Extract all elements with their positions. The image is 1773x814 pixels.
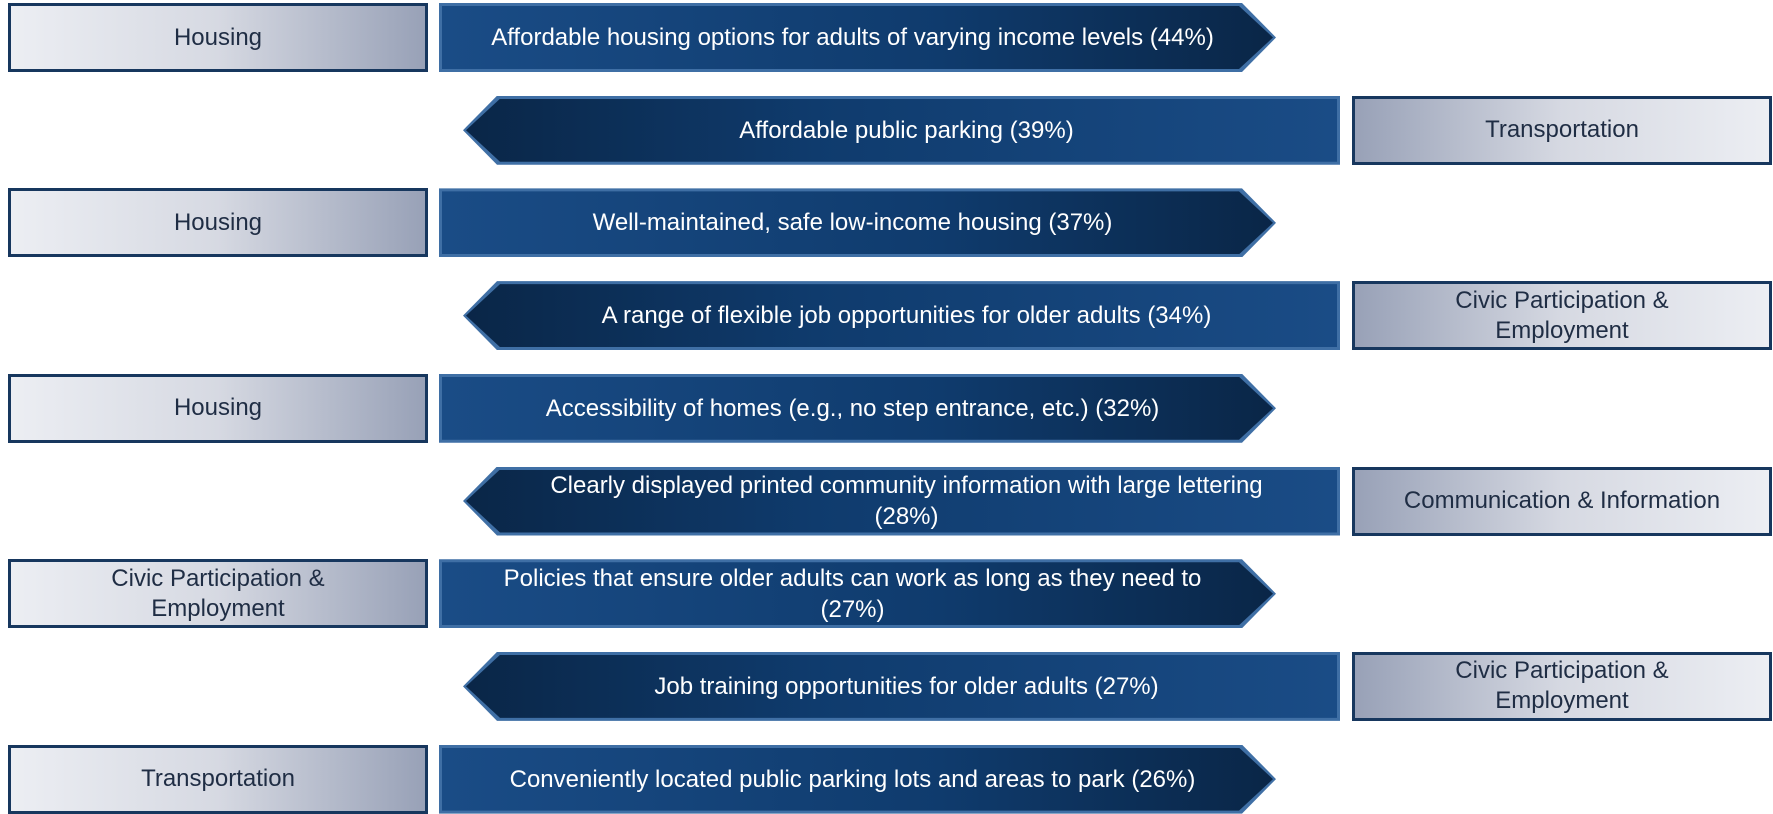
category-box: Housing (8, 188, 428, 258)
arrow: Accessibility of homes (e.g., no step en… (439, 374, 1276, 443)
arrow-text: Job training opportunities for older adu… (466, 654, 1337, 718)
arrow: Affordable housing options for adults of… (439, 3, 1276, 72)
category-box: Communication & Information (1352, 466, 1772, 536)
arrow: Policies that ensure older adults can wo… (439, 559, 1276, 628)
arrow-text: Affordable public parking (39%) (466, 98, 1337, 162)
arrow: Job training opportunities for older adu… (463, 651, 1340, 721)
arrow: Clearly displayed printed community info… (463, 466, 1340, 536)
arrow-text: Conveniently located public parking lots… (442, 748, 1273, 811)
category-box: Civic Participation & Employment (1352, 281, 1772, 351)
arrow-text: Policies that ensure older adults can wo… (442, 562, 1273, 625)
arrow: Well-maintained, safe low-income housing… (439, 188, 1276, 257)
arrow: A range of flexible job opportunities fo… (463, 281, 1340, 351)
arrow-text: Well-maintained, safe low-income housing… (442, 191, 1273, 254)
arrow-text: Affordable housing options for adults of… (442, 6, 1273, 69)
category-box: Civic Participation & Employment (8, 559, 428, 629)
arrow: Conveniently located public parking lots… (439, 745, 1276, 814)
category-box: Housing (8, 3, 428, 72)
category-box: Housing (8, 373, 428, 443)
arrow-text: Accessibility of homes (e.g., no step en… (442, 377, 1273, 440)
arrow: Affordable public parking (39%) (463, 95, 1340, 165)
category-box: Transportation (1352, 95, 1772, 165)
arrow-text: Clearly displayed printed community info… (466, 469, 1337, 533)
category-box: Civic Participation & Employment (1352, 651, 1772, 721)
arrow-text: A range of flexible job opportunities fo… (466, 284, 1337, 348)
category-box: Transportation (8, 744, 428, 814)
